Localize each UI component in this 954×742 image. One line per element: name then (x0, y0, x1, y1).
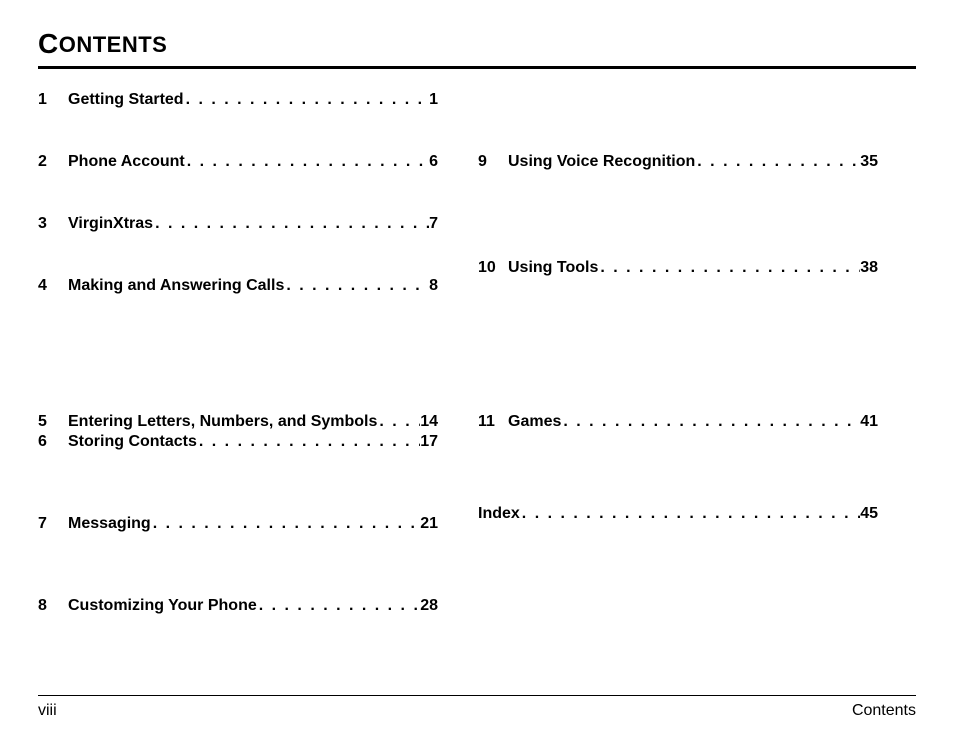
toc-chapter-title: Entering Letters, Numbers, and Symbols (68, 413, 377, 431)
toc-chapter-title: Customizing Your Phone (68, 597, 257, 615)
toc-chapter-number: 11 (478, 413, 508, 431)
toc-entry[interactable]: 8Customizing Your Phone. . . . . . . . .… (38, 597, 438, 615)
toc-chapter-title: Making and Answering Calls (68, 277, 284, 295)
toc-entry[interactable]: 1Getting Started. . . . . . . . . . . . … (38, 91, 438, 109)
toc-chapter-title: Messaging (68, 515, 151, 533)
toc-chapter-number: 2 (38, 153, 68, 171)
toc-entry[interactable]: 6Storing Contacts. . . . . . . . . . . .… (38, 433, 438, 451)
toc-leader-dots: . . . . . . . . . . . . . . . . . . . . … (377, 413, 420, 431)
toc-page-number: 17 (420, 433, 438, 451)
footer-section: Contents (852, 702, 916, 720)
toc-chapter-number: 8 (38, 597, 68, 615)
toc-leader-dots: . . . . . . . . . . . . . . . . . . . . … (284, 277, 429, 295)
toc-leader-dots: . . . . . . . . . . . . . . . . . . . . … (520, 505, 860, 523)
toc-page-number: 21 (420, 515, 438, 533)
toc-page-number: 28 (420, 597, 438, 615)
toc-page-number: 6 (429, 153, 438, 171)
toc-chapter-number: 3 (38, 215, 68, 233)
toc-chapter-number: 9 (478, 153, 508, 171)
toc-entry[interactable]: 2Phone Account. . . . . . . . . . . . . … (38, 153, 438, 171)
toc-leader-dots: . . . . . . . . . . . . . . . . . . . . … (153, 215, 429, 233)
toc-page-number: 41 (860, 413, 878, 431)
toc-chapter-title: Storing Contacts (68, 433, 197, 451)
toc-entry[interactable]: 7Messaging. . . . . . . . . . . . . . . … (38, 515, 438, 533)
page-footer: viii Contents (38, 695, 916, 720)
toc-chapter-title: Games (508, 413, 561, 431)
footer-page-number: viii (38, 702, 57, 720)
toc-page-number: 7 (429, 215, 438, 233)
toc-leader-dots: . . . . . . . . . . . . . . . . . . . . … (695, 153, 860, 171)
toc-entry[interactable]: 11Games. . . . . . . . . . . . . . . . .… (478, 413, 878, 431)
toc-chapter-number: 4 (38, 277, 68, 295)
toc-columns: 1Getting Started. . . . . . . . . . . . … (38, 91, 916, 661)
toc-leader-dots: . . . . . . . . . . . . . . . . . . . . … (257, 597, 420, 615)
toc-chapter-number: 10 (478, 259, 508, 277)
toc-leader-dots: . . . . . . . . . . . . . . . . . . . . … (185, 153, 429, 171)
toc-entry[interactable]: Index. . . . . . . . . . . . . . . . . .… (478, 505, 878, 523)
toc-chapter-title: Using Voice Recognition (508, 153, 695, 171)
toc-leader-dots: . . . . . . . . . . . . . . . . . . . . … (197, 433, 420, 451)
toc-page-number: 45 (860, 505, 878, 523)
title-rest: ONTENTS (59, 32, 168, 57)
toc-chapter-number: 1 (38, 91, 68, 109)
toc-chapter-title: Index (478, 505, 520, 523)
toc-leader-dots: . . . . . . . . . . . . . . . . . . . . … (184, 91, 430, 109)
toc-entry[interactable]: 10Using Tools. . . . . . . . . . . . . .… (478, 259, 878, 277)
toc-entry[interactable]: 5Entering Letters, Numbers, and Symbols.… (38, 413, 438, 431)
toc-chapter-title: Using Tools (508, 259, 598, 277)
toc-leader-dots: . . . . . . . . . . . . . . . . . . . . … (598, 259, 860, 277)
toc-page-number: 8 (429, 277, 438, 295)
title-initial: C (38, 28, 59, 59)
toc-page-number: 14 (420, 413, 438, 431)
toc-chapter-title: VirginXtras (68, 215, 153, 233)
page-title: CONTENTS (38, 28, 916, 69)
toc-entry[interactable]: 3VirginXtras. . . . . . . . . . . . . . … (38, 215, 438, 233)
toc-chapter-number: 5 (38, 413, 68, 431)
toc-chapter-number: 7 (38, 515, 68, 533)
toc-entry[interactable]: 9Using Voice Recognition. . . . . . . . … (478, 153, 878, 171)
toc-page-number: 38 (860, 259, 878, 277)
toc-entry[interactable]: 4Making and Answering Calls. . . . . . .… (38, 277, 438, 295)
toc-chapter-number: 6 (38, 433, 68, 451)
toc-chapter-title: Getting Started (68, 91, 184, 109)
toc-leader-dots: . . . . . . . . . . . . . . . . . . . . … (151, 515, 421, 533)
toc-page-number: 1 (429, 91, 438, 109)
toc-page-number: 35 (860, 153, 878, 171)
toc-leader-dots: . . . . . . . . . . . . . . . . . . . . … (561, 413, 860, 431)
toc-chapter-title: Phone Account (68, 153, 185, 171)
